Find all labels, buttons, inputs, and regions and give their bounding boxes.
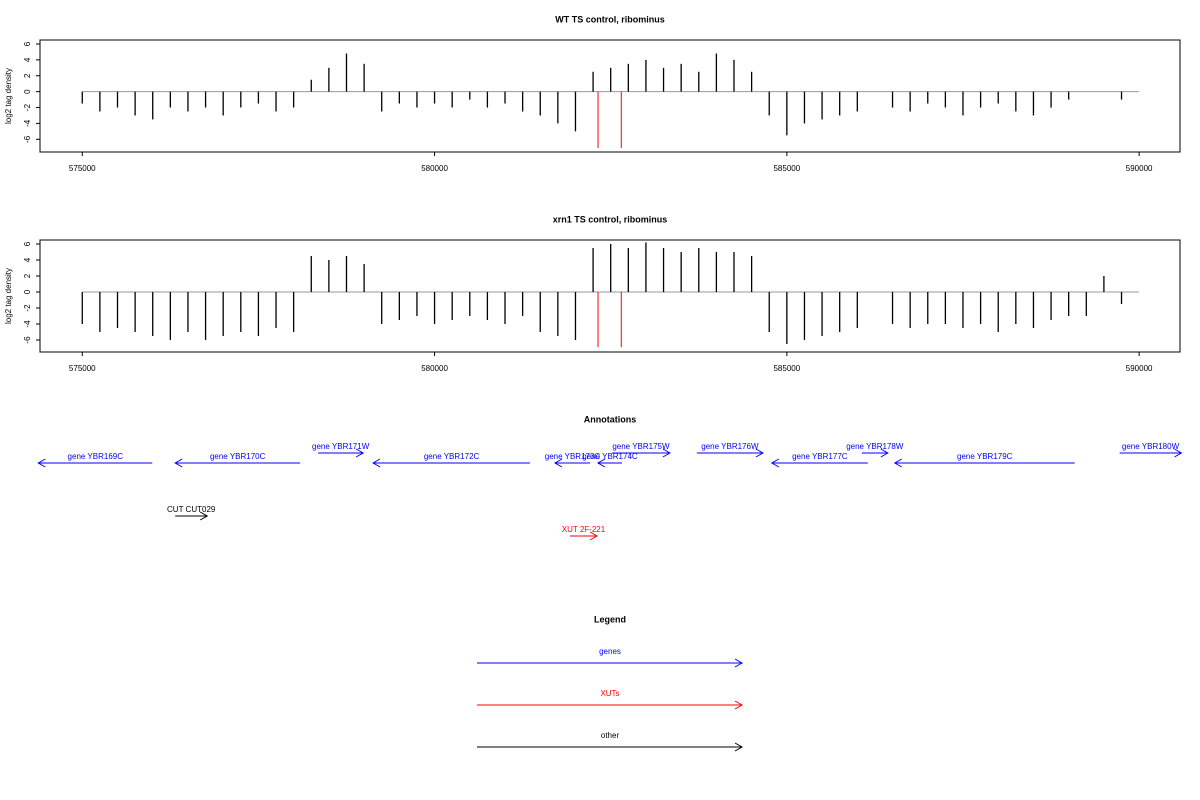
y-tick-label: 4 bbox=[23, 257, 32, 262]
legend-arrow bbox=[477, 658, 744, 668]
arrow-head bbox=[734, 700, 744, 710]
arrow-head bbox=[734, 658, 744, 668]
arrow-head bbox=[589, 531, 598, 541]
legend-title: Legend bbox=[594, 614, 626, 624]
feature-arrow bbox=[174, 458, 301, 468]
x-tick-label: 575000 bbox=[69, 364, 96, 373]
x-tick-label: 580000 bbox=[421, 164, 448, 173]
y-tick-label: 4 bbox=[23, 57, 32, 62]
chart-title: WT TS control, ribominus bbox=[555, 14, 665, 24]
feature-arrow bbox=[372, 458, 531, 468]
y-tick-label: 0 bbox=[23, 89, 32, 94]
feature-label: gene YBR176W bbox=[701, 442, 759, 451]
arrow-head bbox=[372, 458, 381, 468]
arrow-head bbox=[199, 511, 209, 521]
feature-label: gene YBR174C bbox=[582, 452, 638, 461]
feature-arrow bbox=[596, 458, 622, 468]
plot-frame bbox=[39, 39, 1181, 153]
feature-arrow bbox=[553, 458, 590, 468]
y-axis-label: log2 tag density bbox=[4, 268, 13, 324]
annotations-title: Annotations bbox=[584, 414, 637, 424]
y-tick-label: -4 bbox=[23, 320, 32, 328]
y-tick-label: 6 bbox=[23, 41, 32, 46]
legend-label: XUTs bbox=[600, 689, 619, 698]
y-tick-label: -6 bbox=[23, 135, 32, 143]
feature-arrow bbox=[569, 531, 598, 541]
x-tick-label: 585000 bbox=[773, 364, 800, 373]
feature-arrow bbox=[696, 448, 764, 458]
feature-label: gene YBR170C bbox=[210, 452, 266, 461]
arrow-head bbox=[37, 458, 46, 468]
x-tick-label: 590000 bbox=[1126, 364, 1153, 373]
arrow-head bbox=[734, 742, 744, 752]
arrow-head bbox=[770, 458, 780, 468]
feature-label: gene YBR173C bbox=[545, 452, 601, 461]
feature-label: XUT 2F-221 bbox=[562, 525, 606, 534]
arrow-head bbox=[662, 448, 671, 458]
feature-label: gene YBR171W bbox=[312, 442, 370, 451]
feature-label: gene YBR179C bbox=[957, 452, 1013, 461]
arrow-head bbox=[880, 448, 889, 458]
feature-arrow bbox=[37, 458, 153, 468]
y-tick-label: -2 bbox=[23, 304, 32, 312]
feature-label: gene YBR175W bbox=[612, 442, 670, 451]
feature-arrow bbox=[175, 511, 209, 521]
x-tick-label: 580000 bbox=[421, 364, 448, 373]
plot-frame bbox=[39, 239, 1181, 353]
feature-label: gene YBR180W bbox=[1122, 442, 1180, 451]
chart-title: xrn1 TS control, ribominus bbox=[553, 214, 668, 224]
x-tick-label: 585000 bbox=[773, 164, 800, 173]
arrow-head bbox=[1174, 448, 1183, 458]
feature-arrow bbox=[770, 458, 868, 468]
feature-label: gene YBR169C bbox=[68, 452, 124, 461]
legend-label: other bbox=[601, 731, 620, 740]
feature-label: gene YBR178W bbox=[846, 442, 904, 451]
y-tick-label: -4 bbox=[23, 119, 32, 127]
y-tick-label: -6 bbox=[23, 336, 32, 344]
arrow-head bbox=[553, 458, 563, 468]
x-tick-label: 575000 bbox=[69, 164, 96, 173]
y-tick-label: 2 bbox=[23, 273, 32, 278]
y-tick-label: 6 bbox=[23, 241, 32, 246]
y-tick-label: 2 bbox=[23, 73, 32, 78]
legend-label: genes bbox=[599, 647, 621, 656]
y-tick-label: -2 bbox=[23, 103, 32, 111]
feature-label: gene YBR177C bbox=[792, 452, 848, 461]
arrow-head bbox=[893, 458, 903, 468]
feature-label: CUT CUT029 bbox=[167, 505, 216, 514]
arrow-head bbox=[596, 458, 606, 468]
arrow-head bbox=[755, 448, 764, 458]
feature-arrow bbox=[611, 448, 671, 458]
feature-arrow bbox=[1119, 448, 1183, 458]
feature-label: gene YBR172C bbox=[424, 452, 480, 461]
legend-arrow bbox=[477, 700, 744, 710]
y-axis-label: log2 tag density bbox=[4, 68, 13, 124]
feature-arrow bbox=[893, 458, 1075, 468]
arrow-head bbox=[355, 448, 365, 458]
feature-arrow bbox=[318, 448, 365, 458]
feature-arrow bbox=[861, 448, 889, 458]
y-tick-label: 0 bbox=[23, 289, 32, 294]
arrow-head bbox=[174, 458, 183, 468]
legend-arrow bbox=[477, 742, 744, 752]
x-tick-label: 590000 bbox=[1126, 164, 1153, 173]
